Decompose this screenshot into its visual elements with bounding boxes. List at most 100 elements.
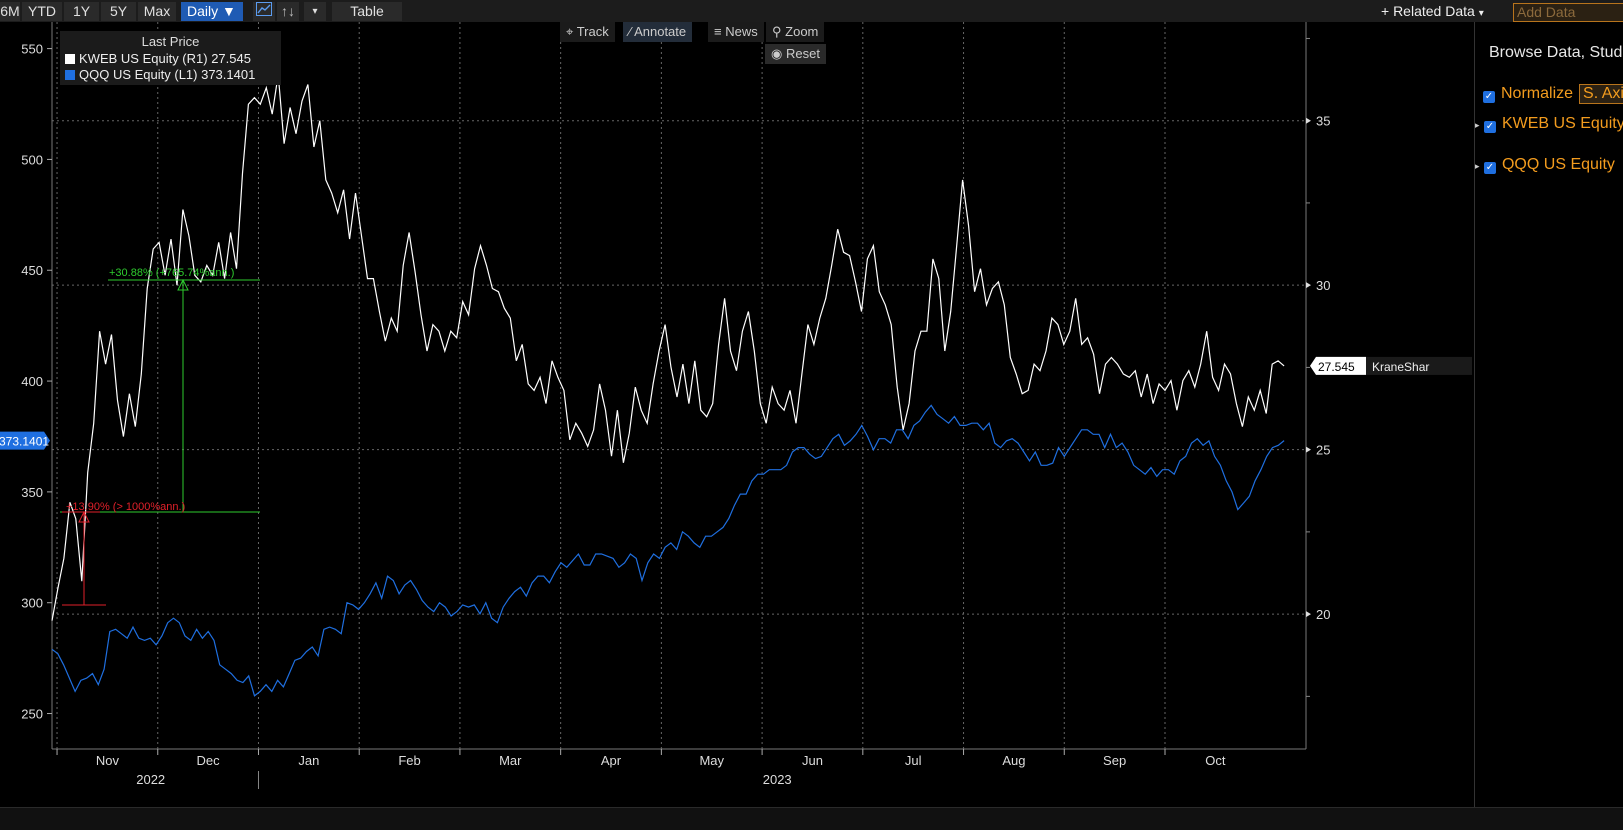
left-tick-label: 500 xyxy=(21,152,43,167)
series-row-kweb[interactable]: ▸ ✓ KWEB US Equity xyxy=(1475,115,1623,133)
track-button[interactable]: ⌖ Track xyxy=(560,22,615,42)
measure-annotations: +30.88% (+765.74%ann.) +13.90% (> 1000%an… xyxy=(60,267,260,606)
zoom-button[interactable]: ⚲ Zoom xyxy=(766,22,825,42)
magnifier-icon: ⚲ xyxy=(772,24,782,39)
year-label: 2022 xyxy=(136,772,165,787)
range-6m-button[interactable]: 6M xyxy=(0,2,20,21)
legend: Last Price KWEB US Equity (R1) 27.545 QQ… xyxy=(60,31,281,85)
series-row-qqq[interactable]: ▸ ✓ QQQ US Equity xyxy=(1475,156,1615,174)
x-tick-label: Apr xyxy=(601,753,622,768)
chevron-down-icon: ▼ xyxy=(222,3,236,19)
right-tick xyxy=(1306,282,1311,289)
series-label: QQQ US Equity xyxy=(1501,156,1615,173)
range-max-button[interactable]: Max xyxy=(138,2,176,21)
range-ytd-button[interactable]: YTD xyxy=(22,2,62,21)
expand-icon[interactable]: ▸ xyxy=(1475,120,1480,130)
news-label: News xyxy=(725,24,758,39)
status-bar xyxy=(0,807,1623,830)
checkbox-icon[interactable]: ✓ xyxy=(1483,121,1496,133)
year-label: 2023 xyxy=(763,772,792,787)
normalize-toggle[interactable]: ✓ Normalize S. Axis xyxy=(1483,84,1623,104)
series-label: KWEB US Equity xyxy=(1501,115,1623,132)
right-name-tag xyxy=(1366,356,1472,375)
legend-row-qqq[interactable]: QQQ US Equity (L1) 373.1401 xyxy=(65,67,255,82)
green-arrow xyxy=(177,278,189,291)
interval-dropdown[interactable]: Daily ▼ xyxy=(181,2,243,21)
table-button[interactable]: Table xyxy=(332,2,402,21)
x-tick-label: Oct xyxy=(1205,753,1226,768)
range-5y-button[interactable]: 5Y xyxy=(101,2,136,21)
checkbox-icon[interactable]: ✓ xyxy=(1483,162,1496,174)
x-tick-label: Jun xyxy=(802,753,823,768)
x-tick-label: Nov xyxy=(96,753,120,768)
right-name-tag-label: KraneShar xyxy=(1372,360,1429,374)
legend-swatch xyxy=(65,54,75,64)
side-panel: Browse Data, Studies ✓ Normalize S. Axis ▸… xyxy=(1474,22,1623,807)
zoom-label: Zoom xyxy=(785,24,819,39)
left-tick-label: 250 xyxy=(21,707,43,722)
s-axis-button[interactable]: S. Axis xyxy=(1579,84,1623,104)
right-tick-label: 30 xyxy=(1316,278,1330,293)
normalize-label: Normalize xyxy=(1501,85,1574,102)
annotate-button[interactable]: ∕ Annotate xyxy=(623,22,693,42)
left-tick-label: 550 xyxy=(21,42,43,57)
x-tick-label: Mar xyxy=(499,753,522,768)
red-arrow xyxy=(78,510,90,523)
left-tick-label: 300 xyxy=(21,596,43,611)
add-data-input[interactable]: Add Data xyxy=(1513,3,1623,22)
annotate-label: Annotate xyxy=(634,24,687,39)
right-price-tag-label: 27.545 xyxy=(1318,360,1355,374)
track-label: Track xyxy=(576,24,609,39)
right-tick-label: 35 xyxy=(1316,114,1330,129)
right-tick xyxy=(1306,611,1311,618)
related-data-button[interactable]: + Related Data ▾ xyxy=(1381,2,1484,21)
x-tick-label: Jul xyxy=(905,753,922,768)
price-chart[interactable]: 250 300 350 400 450 500 550 20 25 30 35 Nov Dec Jan… xyxy=(0,22,1474,807)
price-tags: 373.1401 27.545 KraneShar xyxy=(0,356,1472,450)
x-tick-label: Jan xyxy=(298,753,319,768)
left-tick-label: 450 xyxy=(21,263,43,278)
series-lines xyxy=(51,74,1285,697)
x-axis: Nov Dec Jan Feb Mar Apr May Jun Jul Aug Sep Oct 2022… xyxy=(52,748,1306,789)
right-tick-label: 25 xyxy=(1316,443,1330,458)
x-tick-label: Aug xyxy=(1002,753,1025,768)
left-axis: 250 300 350 400 450 500 550 xyxy=(21,22,53,749)
news-button[interactable]: ≡ News xyxy=(708,22,764,42)
chevron-down-icon: ▾ xyxy=(1478,8,1484,19)
green-measure-label: +30.88% (+765.74%ann.) xyxy=(109,267,234,279)
grid-lines xyxy=(52,22,1306,749)
legend-swatch xyxy=(65,70,75,80)
right-price-tag xyxy=(1310,356,1366,375)
pencil-icon: ∕ xyxy=(629,24,632,39)
left-price-tag xyxy=(0,431,50,450)
checkbox-icon[interactable]: ✓ xyxy=(1483,91,1495,103)
expand-icon[interactable]: ▸ xyxy=(1475,161,1480,171)
reset-label: Reset xyxy=(785,46,820,61)
left-tick-label: 350 xyxy=(21,485,43,500)
chart-type-chevron-icon[interactable]: ▾ xyxy=(304,2,326,21)
right-axis: 20 25 30 35 xyxy=(1305,22,1330,749)
left-tick-label: 400 xyxy=(21,374,43,389)
browse-data-link[interactable]: Browse Data, Studies xyxy=(1489,44,1623,61)
interval-label: Daily xyxy=(187,3,219,19)
left-price-tag-label: 373.1401 xyxy=(0,435,49,449)
red-measure-label: +13.90% (> 1000%ann.) xyxy=(66,501,185,513)
x-tick-label: Dec xyxy=(197,753,221,768)
bar-chart-icon[interactable]: ↑↓ xyxy=(277,2,299,21)
qqq-series-line xyxy=(51,404,1285,697)
x-tick-label: Feb xyxy=(398,753,420,768)
reset-button[interactable]: ◉ Reset xyxy=(765,44,826,64)
line-chart-icon[interactable] xyxy=(253,2,275,21)
legend-header: Last Price xyxy=(141,34,200,49)
range-1y-button[interactable]: 1Y xyxy=(64,2,99,21)
right-tick xyxy=(1306,117,1311,124)
news-icon: ≡ xyxy=(714,24,722,39)
legend-row-kweb[interactable]: KWEB US Equity (R1) 27.545 xyxy=(65,51,251,66)
related-data-label: + Related Data xyxy=(1381,3,1475,19)
x-tick-label: May xyxy=(699,753,724,768)
top-toolbar: 6M YTD 1Y 5Y Max Daily ▼ ↑↓ ▾ Table + Re… xyxy=(0,0,1623,22)
right-tick xyxy=(1306,446,1311,453)
legend-text: QQQ US Equity (L1) 373.1401 xyxy=(79,67,256,82)
crosshair-icon: ⌖ xyxy=(566,24,574,39)
legend-text: KWEB US Equity (R1) 27.545 xyxy=(79,51,251,66)
